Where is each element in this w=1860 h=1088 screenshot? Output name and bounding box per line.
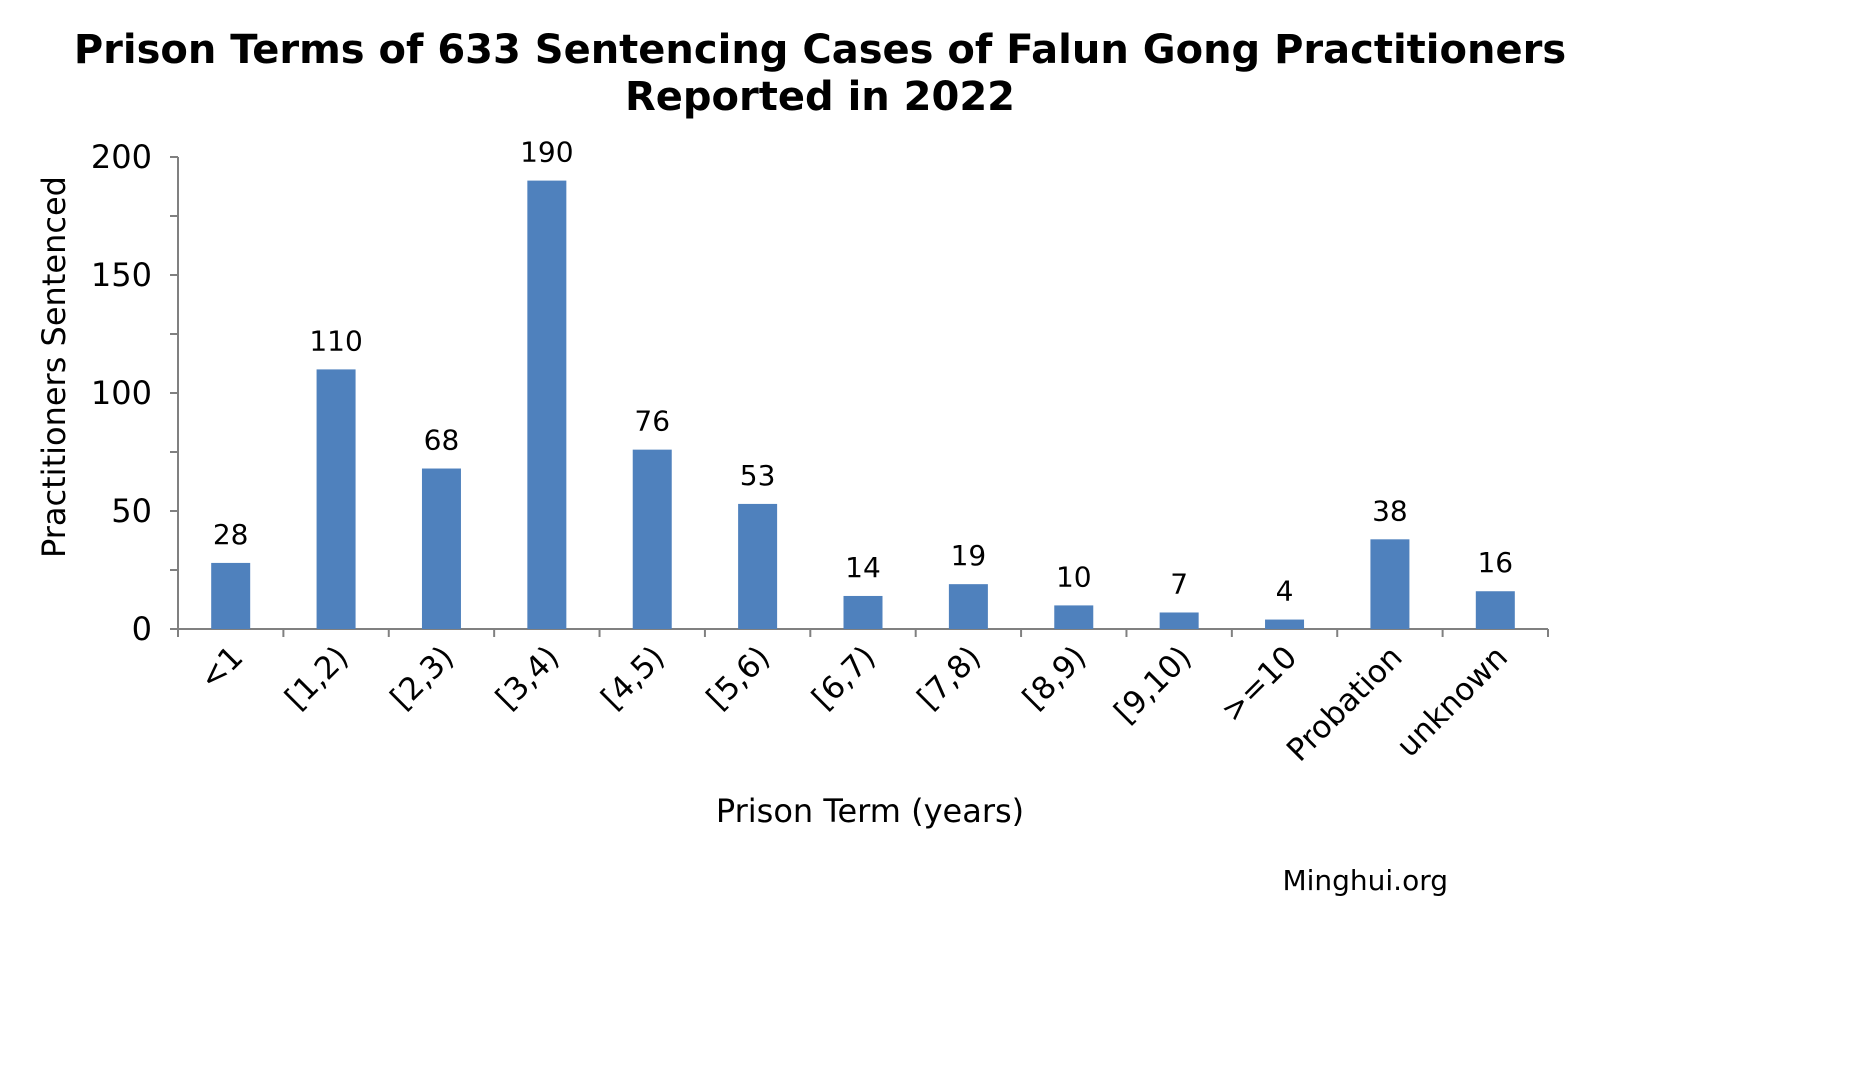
data-label: 76 xyxy=(634,405,670,438)
data-label: 28 xyxy=(213,518,249,551)
bar xyxy=(948,584,988,629)
plot-area: 0 50 100 150 200 28 <1 110 [1,2) 68 [2,3) 190 [3,4) 7… xyxy=(91,136,1549,769)
x-tick-label: [9,10) xyxy=(1107,639,1198,730)
data-label: 14 xyxy=(845,551,881,584)
chart-title-line-2: Reported in 2022 xyxy=(625,74,1015,120)
x-tick-label: <1 xyxy=(193,639,251,697)
data-label: 190 xyxy=(520,136,573,169)
bar xyxy=(211,562,251,629)
bar xyxy=(843,595,883,629)
data-label: 53 xyxy=(740,459,776,492)
x-tick-label: [1,2) xyxy=(278,639,355,716)
bar xyxy=(316,369,356,629)
y-tick-label: 0 xyxy=(132,610,152,648)
y-tick-label: 150 xyxy=(91,256,152,294)
x-axis-title: Prison Term (years) xyxy=(716,792,1024,830)
y-tick-label: 100 xyxy=(91,374,152,412)
bar xyxy=(738,503,778,629)
x-tick-label: [2,3) xyxy=(384,639,461,716)
y-tick-label: 200 xyxy=(91,138,152,176)
y-tick-label: 50 xyxy=(111,492,152,530)
data-label: 7 xyxy=(1170,567,1188,600)
data-label: 10 xyxy=(1056,560,1092,593)
bar xyxy=(1265,619,1305,629)
bar xyxy=(527,180,567,629)
y-axis-title: Practitioners Sentenced xyxy=(35,176,73,558)
x-tick-label: >=10 xyxy=(1214,639,1304,729)
x-tick-label: [5,6) xyxy=(700,639,777,716)
bar xyxy=(1370,539,1410,629)
data-label: 19 xyxy=(951,539,987,572)
x-tick-label: [4,5) xyxy=(594,639,671,716)
bar xyxy=(632,449,672,629)
bar xyxy=(1475,591,1515,629)
x-tick-label: [6,7) xyxy=(805,639,882,716)
x-tick-label: [8,9) xyxy=(1016,639,1093,716)
x-tick-label: unknown xyxy=(1390,639,1515,764)
x-tick-label: [3,4) xyxy=(489,639,566,716)
data-label: 38 xyxy=(1372,494,1408,527)
data-label: 110 xyxy=(309,324,362,357)
source-label: Minghui.org xyxy=(1282,864,1448,897)
bar xyxy=(1159,612,1199,629)
data-label: 16 xyxy=(1477,546,1513,579)
chart-title-line-1: Prison Terms of 633 Sentencing Cases of … xyxy=(74,27,1566,73)
data-label: 68 xyxy=(424,424,460,457)
x-tick-label: Probation xyxy=(1280,639,1410,769)
x-tick-label: [7,8) xyxy=(911,639,988,716)
bar xyxy=(1054,605,1094,629)
data-label: 4 xyxy=(1276,575,1294,608)
bar xyxy=(421,468,461,629)
